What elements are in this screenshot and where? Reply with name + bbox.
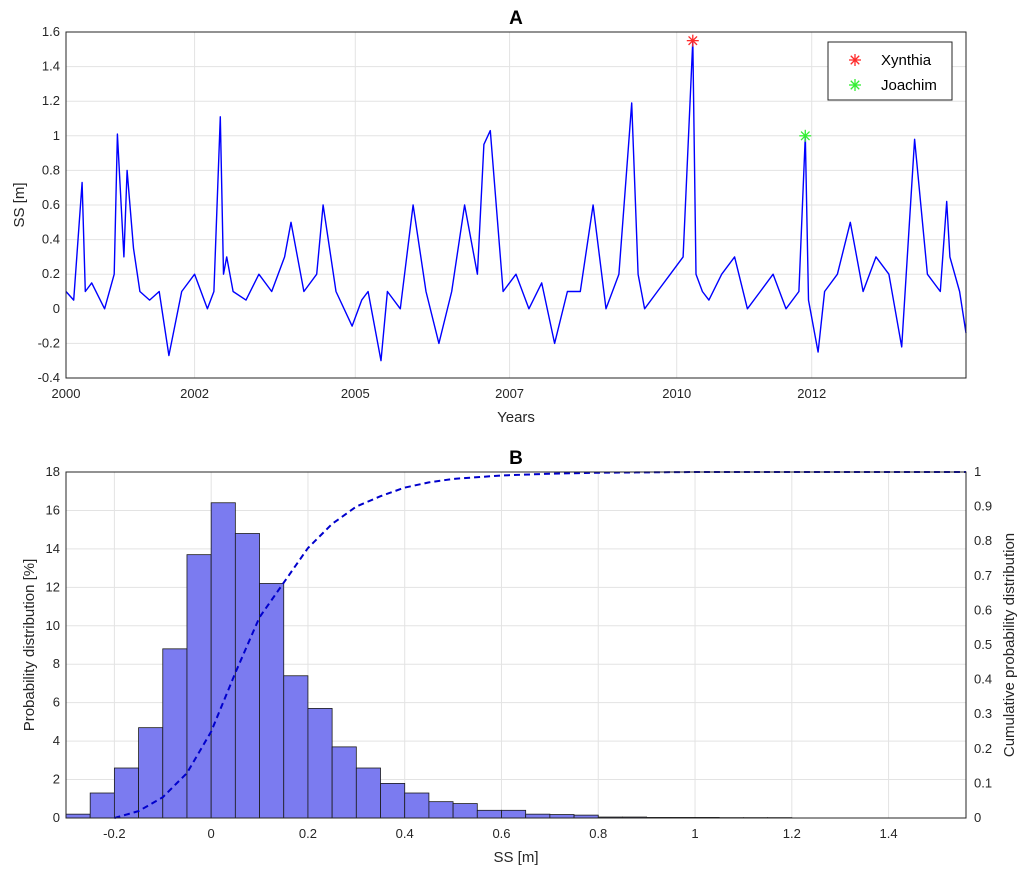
panel-a-y-tick-label: 1.6 — [42, 24, 60, 39]
panel-b-y-tick-label: 6 — [53, 695, 60, 710]
histogram-bar — [162, 648, 188, 819]
panel-b-y-tick-label: 8 — [53, 656, 60, 671]
panel-a-x-tick-label: 2007 — [495, 386, 524, 401]
panel-b-axes-box — [65, 471, 967, 819]
panel-b-y2-tick-label: 0.6 — [974, 602, 992, 617]
histogram-bar — [186, 554, 212, 819]
panel-b-y-tick-label: 0 — [53, 810, 60, 825]
legend-box — [827, 41, 953, 101]
panel-a-y-tick-label: 1.4 — [42, 59, 60, 74]
histogram-bar — [113, 767, 139, 819]
panel-a-markers — [686, 34, 812, 142]
panel-a-x-tick-label: 2012 — [797, 386, 826, 401]
histogram-bar — [138, 727, 164, 819]
panel-b-y2-tick-label: 0.3 — [974, 706, 992, 721]
panel-a-x-tick-label: 2000 — [52, 386, 81, 401]
panel-b-histogram — [65, 502, 793, 819]
histogram-bar — [476, 809, 502, 819]
histogram-bar — [452, 803, 478, 819]
panel-b-x-tick-label: 1.4 — [880, 826, 898, 841]
legend-joachim-label: Joachim — [881, 77, 937, 94]
panel-b-x-tick-label: 1 — [691, 826, 698, 841]
panel-b-y-tick-label: 4 — [53, 733, 60, 748]
histogram-bar — [307, 708, 333, 819]
histogram-bar — [283, 675, 309, 819]
panel-b-x-axis-label: SS [m] — [493, 849, 538, 866]
histogram-bar — [549, 814, 575, 819]
panel-b-y2-tick-label: 0.8 — [974, 533, 992, 548]
panel-a-y-tick-label: 1.2 — [42, 93, 60, 108]
panel-a-y-tick-label: 0.6 — [42, 197, 60, 212]
panel-b-y-tick-label: 14 — [46, 541, 60, 556]
panel-b-y2-tick-label: 1 — [974, 464, 981, 479]
panel-b-y-axis-label: Probability distribution [%] — [21, 559, 38, 732]
histogram-bar — [525, 813, 551, 819]
panel-b-y-tick-label: 18 — [46, 464, 60, 479]
histogram-bar — [355, 767, 381, 819]
panel-a-x-tick-label: 2005 — [341, 386, 370, 401]
histogram-bar — [65, 813, 91, 819]
panel-a: A -0.4-0.200.20.40.60.811.21.41.6 2000 20… — [11, 8, 967, 426]
panel-a-y-tick-label: -0.2 — [38, 335, 60, 350]
panel-a-y-tick-label: 0.2 — [42, 266, 60, 281]
legend-xynthia-icon — [849, 54, 861, 66]
cdf-dashed-line — [114, 471, 966, 819]
panel-b-y2-tick-label: 0 — [974, 810, 981, 825]
panel-b-x-tick-labels: -0.2 0 0.2 0.4 0.6 0.8 1 1.2 1.4 — [103, 826, 897, 841]
panel-a-axes-box — [65, 31, 967, 379]
legend-joachim-icon — [849, 79, 861, 91]
panel-a-title: A — [509, 8, 523, 29]
panel-b-y2-tick-label: 0.4 — [974, 672, 992, 687]
legend-xynthia-label: Xynthia — [881, 52, 932, 69]
panel-b-y-tick-label: 12 — [46, 579, 60, 594]
panel-a-legend: Xynthia Joachim — [827, 41, 953, 101]
joachim-marker — [799, 129, 812, 142]
histogram-bar — [89, 792, 115, 819]
panel-a-y-tick-label: 1 — [53, 128, 60, 143]
panel-b-x-tick-label: -0.2 — [103, 826, 125, 841]
panel-b-x-tick-label: 1.2 — [783, 826, 801, 841]
panel-b-y-tick-label: 2 — [53, 772, 60, 787]
panel-b-y2-tick-label: 0.9 — [974, 499, 992, 514]
panel-a-x-tick-label: 2010 — [662, 386, 691, 401]
histogram-bar — [259, 583, 285, 819]
panel-b-x-tick-label: 0.4 — [396, 826, 414, 841]
histogram-bar — [331, 746, 357, 819]
panel-a-y-tick-label: -0.4 — [38, 370, 60, 385]
panel-b-y-tick-label: 16 — [46, 502, 60, 517]
histogram-bar — [404, 792, 430, 819]
panel-b-y2-tick-labels: 0 0.1 0.2 0.3 0.4 0.5 0.6 0.7 0.8 0.9 1 — [974, 464, 992, 825]
panel-b-y2-axis-label: Cumulative probability distribution — [1001, 533, 1018, 757]
histogram-bar — [210, 502, 236, 819]
panel-b-x-tick-label: 0.2 — [299, 826, 317, 841]
panel-a-y-tick-label: 0.4 — [42, 232, 60, 247]
panel-b-x-tick-label: 0.8 — [589, 826, 607, 841]
panel-a-y-tick-label: 0.8 — [42, 162, 60, 177]
panel-a-x-tick-labels: 2000 2002 2005 2007 2010 2012 — [52, 386, 827, 401]
histogram-bar — [501, 809, 527, 819]
panel-a-y-tick-label: 0 — [53, 301, 60, 316]
panel-a-x-tick-label: 2002 — [180, 386, 209, 401]
panel-b-y2-tick-label: 0.5 — [974, 637, 992, 652]
panel-b-y-tick-label: 10 — [46, 618, 60, 633]
panel-b-y2-tick-label: 0.7 — [974, 568, 992, 583]
panel-a-x-axis-label: Years — [497, 409, 535, 426]
panel-b-x-tick-label: 0 — [208, 826, 215, 841]
histogram-bar — [234, 533, 260, 819]
panel-a-y-axis-label: SS [m] — [11, 182, 28, 227]
panel-b-y2-tick-label: 0.2 — [974, 741, 992, 756]
histogram-bar — [428, 801, 454, 819]
panel-a-y-tick-labels: -0.4 -0.2 0 0.2 0.4 0.6 0.8 1 1.2 1.4 1.6 — [38, 24, 60, 385]
panel-b-y-tick-labels: 0 2 4 6 8 10 12 14 16 18 — [46, 464, 60, 825]
panel-b-cdf-line — [114, 471, 966, 819]
xynthia-marker — [686, 34, 699, 47]
panel-b-x-tick-label: 0.6 — [492, 826, 510, 841]
surge-series-line — [65, 39, 967, 362]
histogram-bar — [380, 783, 406, 819]
panel-b-title: B — [509, 448, 523, 469]
panel-a-series — [65, 39, 967, 362]
panel-b-y2-tick-label: 0.1 — [974, 775, 992, 790]
